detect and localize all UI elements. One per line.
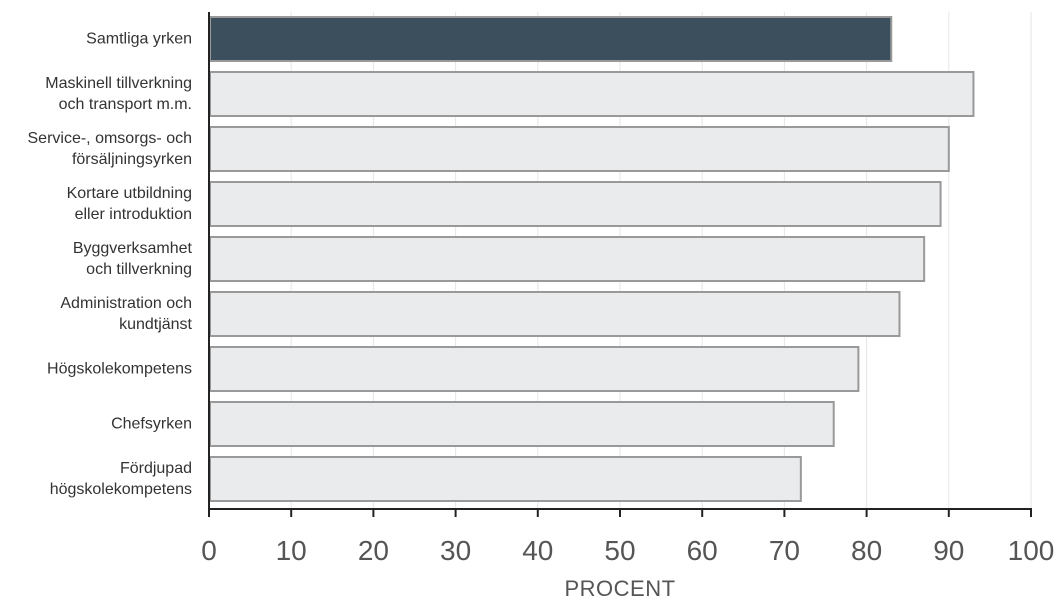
category-label-0: Samtliga yrken xyxy=(86,31,192,48)
bar-3 xyxy=(209,181,942,227)
x-tick-label-10: 10 xyxy=(276,535,307,566)
x-tick-label-50: 50 xyxy=(604,535,635,566)
x-tick-label-90: 90 xyxy=(933,535,964,566)
x-axis-title: PROCENT xyxy=(564,576,675,599)
category-label-3-line-1: eller introduktion xyxy=(75,206,192,223)
category-label-4-line-1: och tillverkning xyxy=(86,261,192,278)
bars xyxy=(209,16,975,502)
bar-6 xyxy=(209,346,860,392)
bar-4 xyxy=(209,236,926,282)
category-label-7: Chefsyrken xyxy=(111,416,192,433)
bar-2 xyxy=(209,126,950,172)
bar-1 xyxy=(209,71,975,117)
x-tick-label-70: 70 xyxy=(769,535,800,566)
x-tick-label-100: 100 xyxy=(1008,535,1055,566)
category-label-2-line-0: Service-, omsorgs- och xyxy=(28,130,193,147)
category-label-5-line-1: kundtjänst xyxy=(119,316,192,333)
category-label-8-line-0: Fördjupad xyxy=(120,460,192,477)
category-label-1-line-0: Maskinell tillverkning xyxy=(45,75,192,92)
category-label-2-line-1: försäljningsyrken xyxy=(72,151,192,168)
x-tick-label-60: 60 xyxy=(687,535,718,566)
x-tick-labels: 0 10 20 30 40 50 60 70 80 90 100 xyxy=(201,535,1054,566)
x-tick-label-0: 0 xyxy=(201,535,217,566)
bar-8 xyxy=(209,456,802,502)
x-tick-label-80: 80 xyxy=(851,535,882,566)
x-tick-label-40: 40 xyxy=(522,535,553,566)
category-label-8-line-1: högskolekompetens xyxy=(50,481,192,498)
category-label-1-line-1: och transport m.m. xyxy=(59,96,192,113)
axes xyxy=(208,12,1032,517)
bar-0 xyxy=(209,16,893,62)
bar-5 xyxy=(209,291,901,337)
category-label-5-line-0: Administration och xyxy=(60,295,192,312)
bar-7 xyxy=(209,401,835,447)
category-label-4-line-0: Byggverksamhet xyxy=(73,240,193,257)
x-tick-label-30: 30 xyxy=(440,535,471,566)
category-label-6: Högskolekompetens xyxy=(47,361,192,378)
category-labels: Samtliga yrken Maskinell tillverkning och … xyxy=(28,31,193,499)
x-tick-label-20: 20 xyxy=(358,535,389,566)
category-label-3-line-0: Kortare utbildning xyxy=(67,185,192,202)
